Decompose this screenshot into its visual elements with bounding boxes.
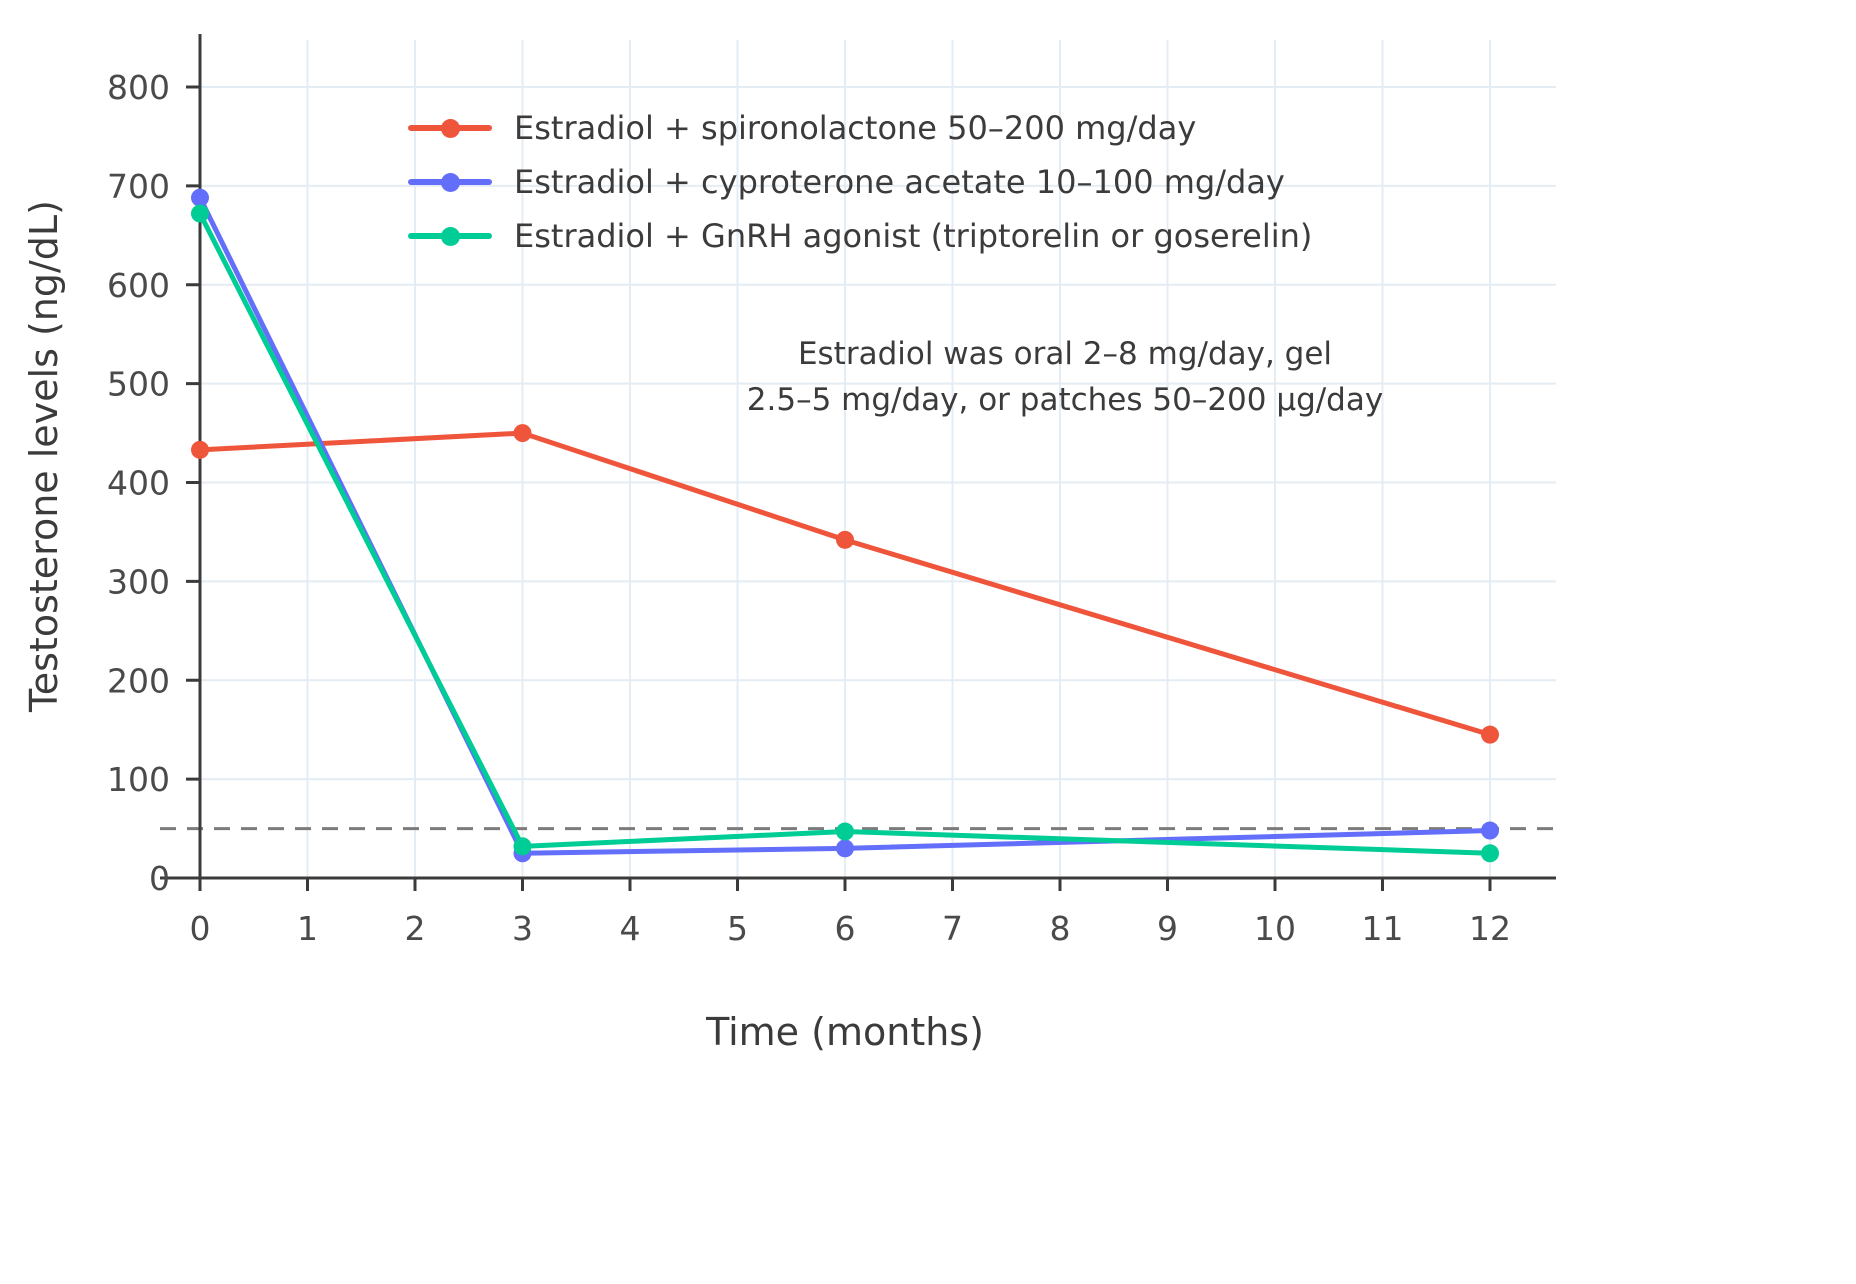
annotation-line-1: Estradiol was oral 2–8 mg/day, gel: [797, 336, 1333, 372]
x-tick-label: 5: [727, 909, 748, 948]
x-tick-label: 12: [1469, 909, 1511, 948]
y-tick-label: 100: [107, 760, 170, 799]
x-tick-label: 8: [1050, 909, 1071, 948]
y-tick-label: 700: [107, 167, 170, 206]
x-tick-label: 2: [405, 909, 426, 948]
x-tick-label: 3: [512, 909, 533, 948]
legend-swatch-blue: [408, 172, 492, 192]
x-tick-label: 1: [297, 909, 318, 948]
y-tick-label: 300: [107, 562, 170, 601]
legend-item-spironolactone[interactable]: Estradiol + spironolactone 50–200 mg/day: [408, 101, 1312, 155]
x-tick-label: 0: [190, 909, 211, 948]
legend-swatch-red: [408, 118, 492, 138]
x-tick-label: 11: [1362, 909, 1404, 948]
data-point-series-0: [191, 440, 209, 459]
data-point-series-0: [513, 424, 532, 443]
legend-label: Estradiol + GnRH agonist (triptorelin or…: [514, 217, 1313, 255]
legend-label: Estradiol + cyproterone acetate 10–100 m…: [514, 163, 1285, 201]
y-tick-label: 600: [107, 266, 170, 305]
y-axis-title: Testosterone levels (ng/dL): [22, 200, 66, 713]
data-point-series-2: [836, 822, 854, 841]
data-point-series-1: [191, 188, 209, 207]
data-point-series-1: [836, 839, 854, 858]
x-tick-label: 6: [835, 909, 856, 948]
series-line-2: [197, 211, 1493, 856]
x-axis-title: Time (months): [706, 1010, 984, 1054]
data-point-series-2: [191, 204, 209, 223]
x-tick-label: 7: [942, 909, 963, 948]
data-point-series-2: [1481, 844, 1499, 863]
estradiol-dose-annotation: Estradiol was oral 2–8 mg/day, gel 2.5–5…: [720, 331, 1410, 423]
legend-swatch-green: [408, 226, 492, 246]
legend-item-cyproterone[interactable]: Estradiol + cyproterone acetate 10–100 m…: [408, 155, 1312, 209]
legend: Estradiol + spironolactone 50–200 mg/day…: [408, 101, 1312, 263]
data-point-series-2: [513, 837, 532, 856]
y-tick-label: 0: [149, 859, 170, 898]
y-tick-label: 800: [107, 68, 170, 107]
data-point-series-0: [836, 530, 854, 549]
annotation-line-2: 2.5–5 mg/day, or patches 50–200 µg/day: [746, 382, 1384, 418]
series-line-0: [197, 430, 1493, 738]
x-tick-label: 10: [1254, 909, 1296, 948]
legend-label: Estradiol + spironolactone 50–200 mg/day: [514, 109, 1197, 147]
y-tick-label: 500: [107, 365, 170, 404]
data-point-series-0: [1481, 725, 1499, 744]
y-tick-label: 200: [107, 661, 170, 700]
y-tick-label: 400: [107, 464, 170, 503]
x-tick-label: 9: [1157, 909, 1178, 948]
x-tick-label: 4: [620, 909, 641, 948]
legend-item-gnrh-agonist[interactable]: Estradiol + GnRH agonist (triptorelin or…: [408, 209, 1312, 263]
data-point-series-1: [1481, 821, 1499, 840]
